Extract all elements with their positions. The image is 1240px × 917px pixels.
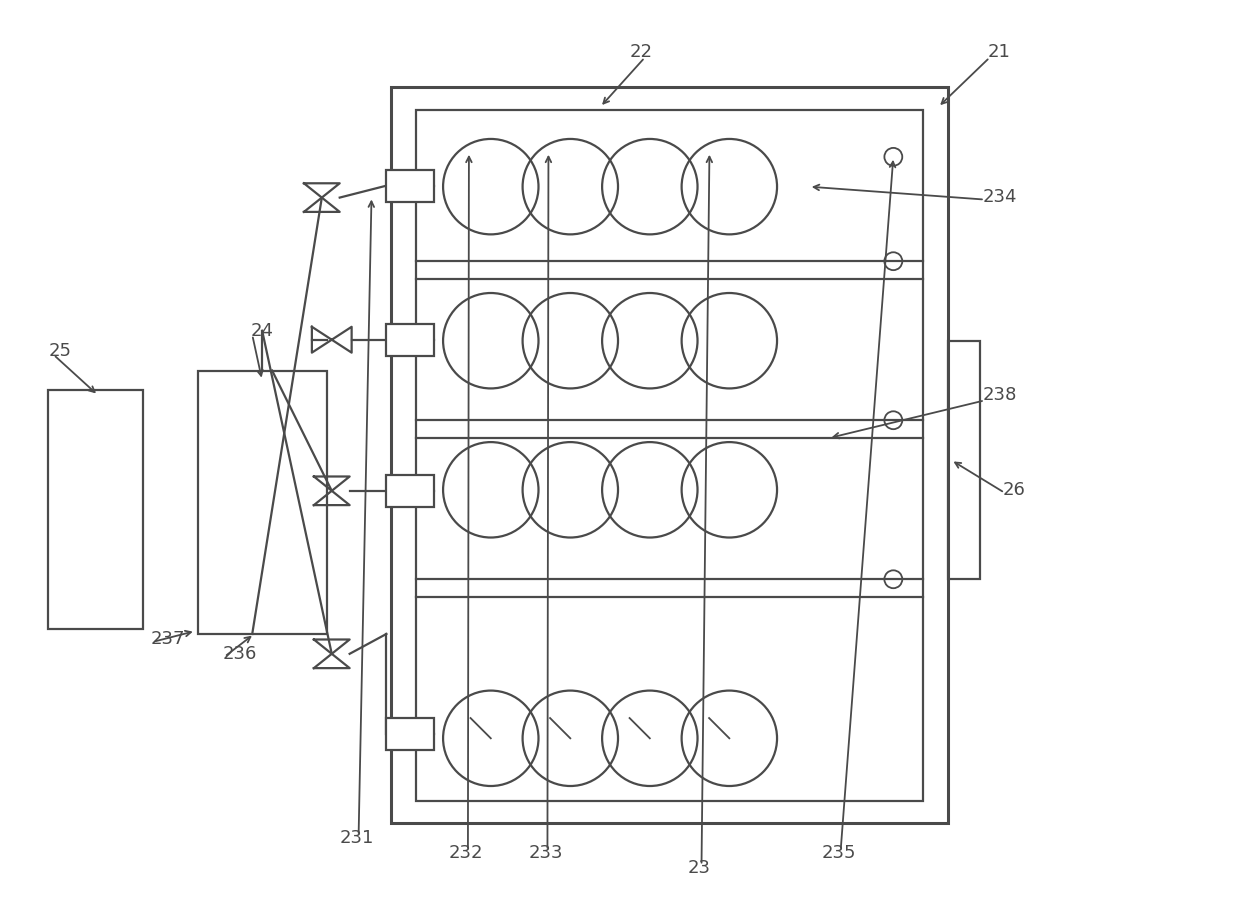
Text: 23: 23 xyxy=(688,858,711,877)
Text: 231: 231 xyxy=(340,829,373,846)
Text: 236: 236 xyxy=(222,645,257,663)
Text: 25: 25 xyxy=(48,342,72,359)
Bar xyxy=(387,475,434,507)
Text: 21: 21 xyxy=(988,43,1011,61)
Bar xyxy=(392,87,949,823)
Text: 26: 26 xyxy=(1003,481,1025,499)
Text: 232: 232 xyxy=(449,844,484,862)
Bar xyxy=(48,391,143,629)
Text: 234: 234 xyxy=(983,188,1017,205)
Bar xyxy=(949,341,980,580)
Text: 24: 24 xyxy=(250,322,273,340)
Text: 235: 235 xyxy=(821,844,856,862)
Text: 233: 233 xyxy=(528,844,563,862)
Bar xyxy=(197,370,327,634)
Bar xyxy=(417,110,923,801)
Text: 22: 22 xyxy=(630,43,653,61)
Bar xyxy=(387,170,434,202)
Bar xyxy=(387,718,434,750)
Bar xyxy=(387,324,434,356)
Text: 237: 237 xyxy=(151,630,185,648)
Text: 238: 238 xyxy=(983,386,1017,404)
